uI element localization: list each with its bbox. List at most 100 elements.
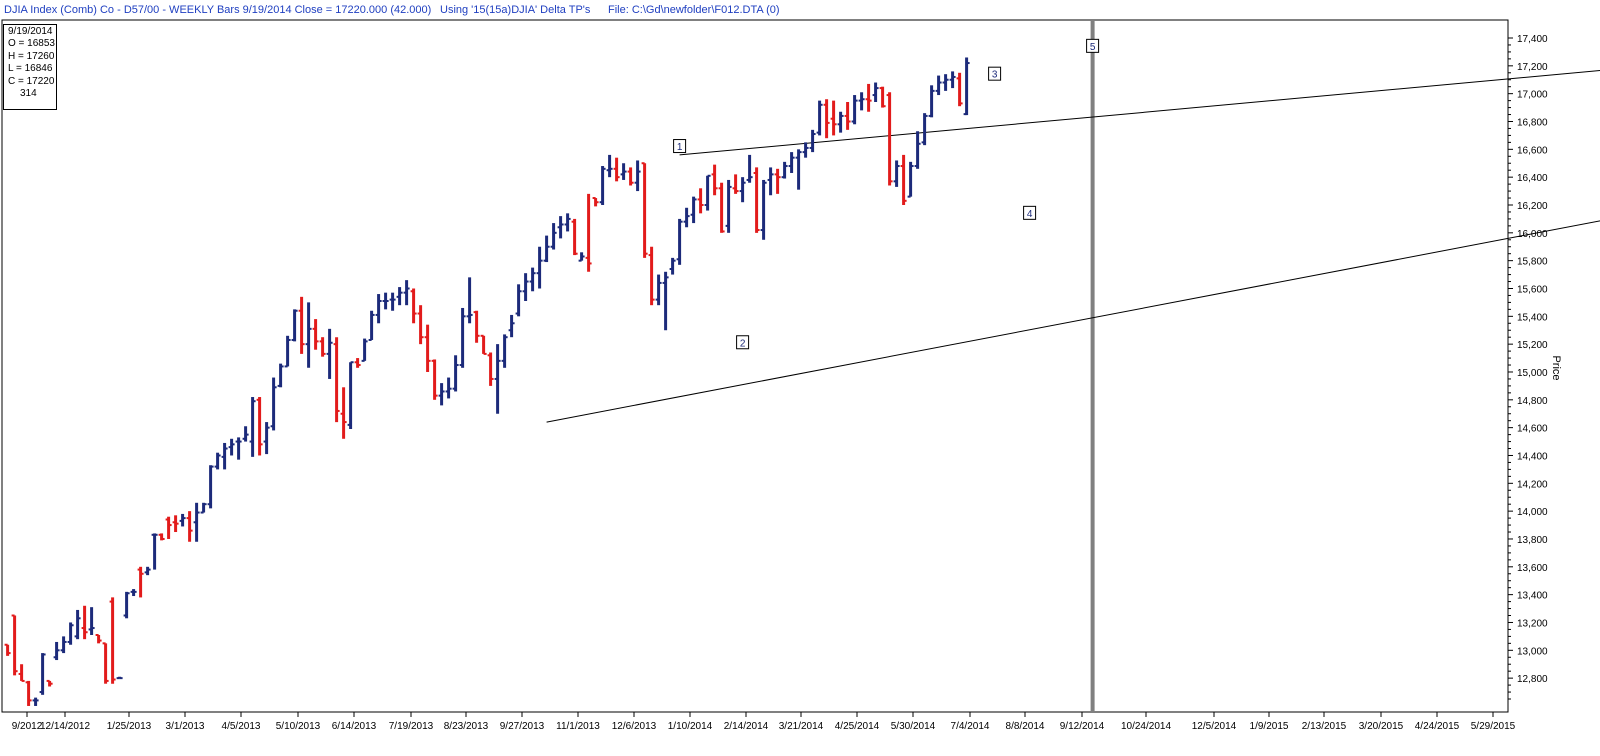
ohlc-bar bbox=[368, 310, 375, 341]
y-tick-label: 15,000 bbox=[1517, 368, 1548, 379]
svg-text:5: 5 bbox=[1090, 42, 1096, 53]
ohlc-bar bbox=[228, 438, 235, 456]
ohlc-bar bbox=[361, 338, 368, 362]
ohlc-bar bbox=[291, 309, 298, 342]
ohlc-bar bbox=[634, 160, 641, 192]
ohlc-bar bbox=[417, 305, 424, 345]
x-tick-label: 7/19/2013 bbox=[389, 721, 434, 732]
y-tick-label: 14,200 bbox=[1517, 479, 1548, 490]
ohlc-bar bbox=[270, 377, 277, 431]
ohlc-bar bbox=[137, 566, 144, 598]
svg-text:2: 2 bbox=[740, 338, 746, 349]
y-tick-label: 15,400 bbox=[1517, 312, 1548, 323]
ohlc-bar bbox=[424, 324, 431, 372]
ohlc-bar bbox=[613, 157, 620, 182]
x-tick-label: 9/27/2013 bbox=[500, 721, 545, 732]
ohlc-bar bbox=[354, 358, 361, 368]
ohlc-bar bbox=[844, 102, 851, 130]
y-tick-label: 17,200 bbox=[1517, 62, 1548, 73]
ohlc-bar bbox=[802, 142, 809, 158]
ohlc-bar bbox=[662, 271, 669, 331]
study-label: Using '15(15a)DJIA' Delta TP's bbox=[440, 4, 591, 16]
ohlc-bar bbox=[886, 92, 893, 186]
ohlc-bar bbox=[963, 57, 970, 116]
x-tick-label: 8/23/2013 bbox=[444, 721, 489, 732]
x-tick-label: 8/8/2014 bbox=[1006, 721, 1045, 732]
trendline bbox=[546, 220, 1600, 423]
ohlc-bar bbox=[249, 397, 256, 457]
svg-text:4: 4 bbox=[1027, 209, 1033, 220]
ohlc-bar bbox=[235, 437, 242, 460]
svg-text:1: 1 bbox=[677, 142, 683, 153]
y-tick-label: 16,800 bbox=[1517, 117, 1548, 128]
ohlc-bar bbox=[557, 216, 564, 239]
ohlc-bar bbox=[851, 95, 858, 125]
ohlc-bar bbox=[837, 111, 844, 133]
ohlc-bar bbox=[326, 328, 333, 379]
ohlc-bar bbox=[641, 162, 648, 258]
ohlc-bar bbox=[158, 533, 165, 541]
ohlc-bar bbox=[109, 597, 116, 684]
ohlc-bar bbox=[277, 363, 284, 388]
ohlc-bar bbox=[144, 566, 151, 576]
ohlc-bar bbox=[788, 152, 795, 173]
x-tick-label: 12/5/2014 bbox=[1192, 721, 1237, 732]
ohlc-bar bbox=[347, 361, 354, 430]
ohlc-bar bbox=[732, 174, 739, 194]
ohlc-bar bbox=[4, 643, 11, 656]
ohlc-bar bbox=[746, 154, 753, 183]
ohlc-bar bbox=[53, 641, 60, 661]
x-tick-label: 7/4/2014 bbox=[951, 721, 990, 732]
ohlc-bar bbox=[319, 337, 326, 357]
ohlc-bar bbox=[858, 92, 865, 111]
readout-close: C = 17220 bbox=[8, 75, 55, 87]
ohlc-bar bbox=[312, 319, 319, 350]
plot-area bbox=[1, 19, 1509, 713]
y-tick-label: 15,200 bbox=[1517, 340, 1548, 351]
ohlc-bar bbox=[214, 452, 221, 470]
ohlc-bar bbox=[459, 307, 466, 368]
ohlc-bar bbox=[242, 426, 249, 442]
ohlc-bar bbox=[683, 207, 690, 228]
y-tick-label: 13,400 bbox=[1517, 591, 1548, 602]
wave-label-4: 4 bbox=[1023, 205, 1037, 220]
ohlc-bar bbox=[676, 218, 683, 265]
x-tick-label: 4/5/2013 bbox=[222, 721, 261, 732]
x-tick-label: 5/30/2014 bbox=[891, 721, 936, 732]
y-tick-label: 14,600 bbox=[1517, 424, 1548, 435]
ohlc-bar bbox=[718, 182, 725, 233]
ohlc-bar bbox=[298, 296, 305, 354]
ohlc-bar bbox=[403, 280, 410, 306]
ohlc-bar bbox=[529, 267, 536, 292]
ohlc-bar bbox=[480, 334, 487, 355]
x-tick-label: 12/6/2013 bbox=[612, 721, 657, 732]
ohlc-bar bbox=[690, 196, 697, 224]
x-tick-label: 5/29/2015 bbox=[1471, 721, 1516, 732]
ohlc-bar bbox=[207, 465, 214, 509]
readout-count: 314 bbox=[20, 88, 37, 100]
x-tick-label: 9/2012 bbox=[12, 721, 43, 732]
ohlc-bar bbox=[753, 167, 760, 233]
ohlc-bar bbox=[39, 653, 46, 695]
ohlc-bar bbox=[508, 314, 515, 338]
ohlc-bar bbox=[375, 294, 382, 324]
y-tick-label: 13,600 bbox=[1517, 563, 1548, 574]
ohlc-bar bbox=[956, 72, 963, 107]
y-tick-label: 15,600 bbox=[1517, 284, 1548, 295]
ohlc-bar bbox=[487, 352, 494, 386]
ohlc-bar bbox=[543, 235, 550, 263]
ohlc-bar bbox=[130, 589, 137, 597]
x-tick-label: 2/14/2014 bbox=[724, 721, 769, 732]
ohlc-bar bbox=[795, 149, 802, 190]
ohlc-bar bbox=[263, 422, 270, 455]
chart-header: DJIA Index (Comb) Co - D57/00 - WEEKLY B… bbox=[0, 0, 1600, 20]
ohlc-bar bbox=[67, 622, 74, 645]
trendline bbox=[679, 70, 1600, 156]
ohlc-bar bbox=[914, 131, 921, 169]
x-tick-label: 4/24/2015 bbox=[1415, 721, 1460, 732]
ohlc-bar bbox=[452, 355, 459, 392]
ohlc-bar bbox=[816, 100, 823, 136]
ohlc-bar bbox=[60, 636, 67, 654]
ohlc-bar bbox=[648, 246, 655, 306]
